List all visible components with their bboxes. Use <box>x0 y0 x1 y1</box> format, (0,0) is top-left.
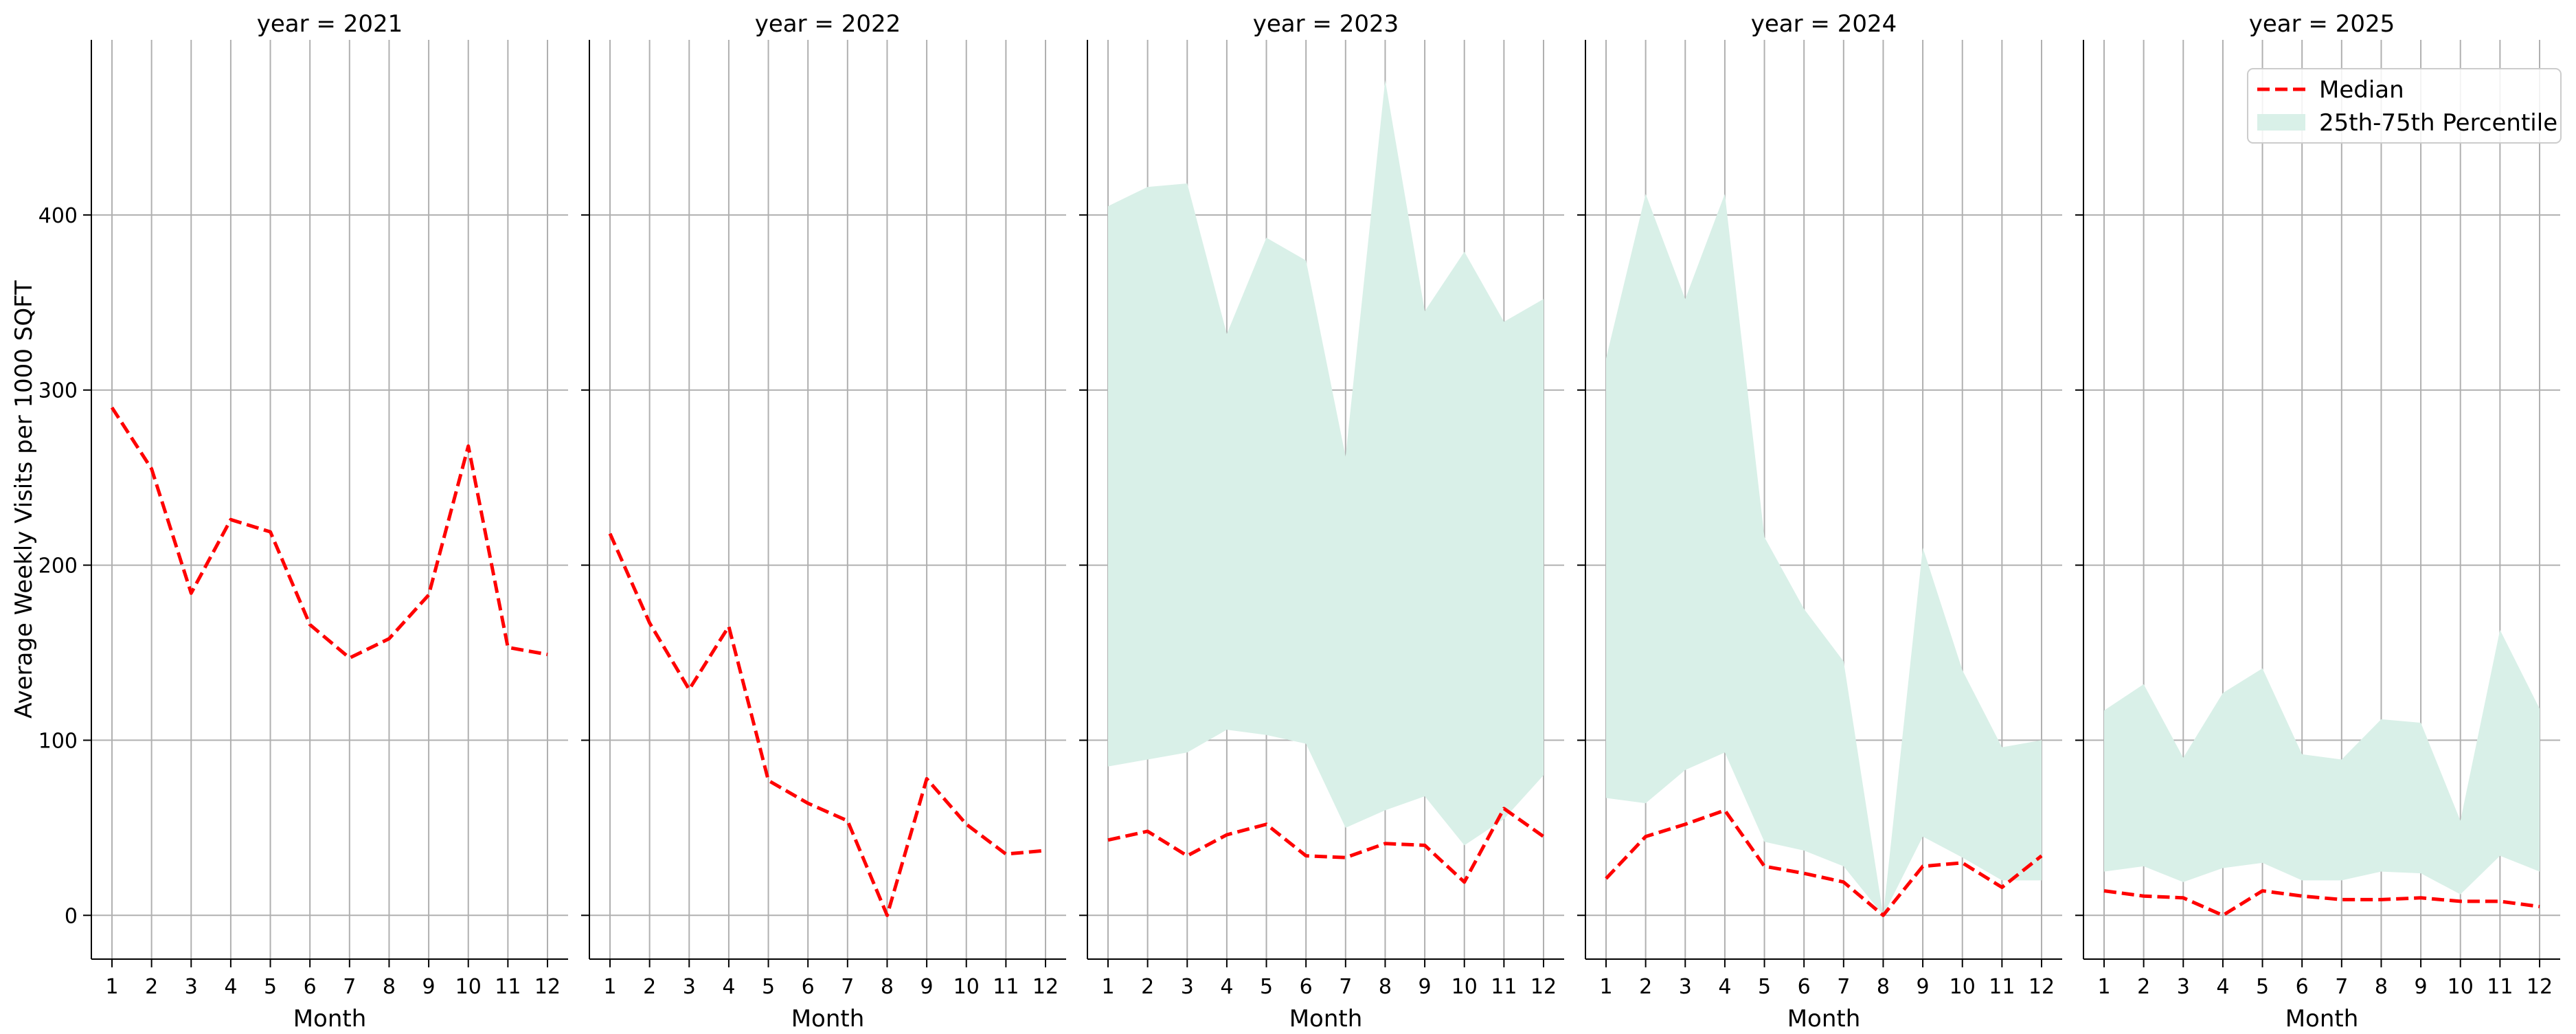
panel-title: year = 2023 <box>1253 10 1399 38</box>
median-line <box>1107 807 1545 884</box>
x-tick-label: 11 <box>993 975 1019 999</box>
median-line <box>608 532 1046 917</box>
x-axis-title: Month <box>2285 1005 2359 1031</box>
x-tick-label: 10 <box>1451 975 1478 999</box>
x-tick-label: 1 <box>1101 975 1114 999</box>
x-tick-label: 4 <box>2216 975 2229 999</box>
x-tick-label: 9 <box>2415 975 2428 999</box>
x-tick-label: 8 <box>383 975 396 999</box>
panel-title: year = 2021 <box>257 10 403 38</box>
x-tick-label: 6 <box>802 975 815 999</box>
panel-title: year = 2022 <box>755 10 901 38</box>
x-tick-label: 5 <box>1260 975 1273 999</box>
x-tick-label: 4 <box>1220 975 1233 999</box>
x-tick-label: 1 <box>1599 975 1612 999</box>
x-tick-label: 5 <box>1758 975 1771 999</box>
x-tick-label: 3 <box>2177 975 2190 999</box>
x-tick-label: 5 <box>762 975 775 999</box>
x-tick-label: 7 <box>2335 975 2348 999</box>
percentile-band <box>1108 80 1544 846</box>
x-tick-label: 2 <box>643 975 656 999</box>
x-tick-label: 7 <box>343 975 356 999</box>
percentile-band <box>2104 629 2540 895</box>
y-tick-label: 200 <box>38 554 78 578</box>
x-tick-label: 2 <box>145 975 158 999</box>
x-tick-label: 7 <box>1339 975 1352 999</box>
x-tick-label: 5 <box>264 975 277 999</box>
x-tick-label: 6 <box>1300 975 1313 999</box>
x-tick-label: 10 <box>455 975 482 999</box>
x-tick-label: 5 <box>2256 975 2269 999</box>
x-tick-label: 6 <box>1798 975 1811 999</box>
panel-title: year = 2024 <box>1751 10 1897 38</box>
x-tick-label: 10 <box>1950 975 1976 999</box>
legend-band-label: 25th-75th Percentile <box>2319 109 2557 137</box>
y-tick-label: 400 <box>38 204 78 228</box>
x-axis-title: Month <box>791 1005 865 1031</box>
x-tick-label: 3 <box>1181 975 1194 999</box>
x-tick-label: 8 <box>1877 975 1890 999</box>
median-line <box>2103 889 2540 917</box>
x-tick-label: 7 <box>841 975 854 999</box>
x-tick-label: 6 <box>304 975 317 999</box>
y-axis-title: Average Weekly Visits per 1000 SQFT <box>10 280 38 719</box>
panel-title: year = 2025 <box>2249 10 2395 38</box>
x-tick-label: 1 <box>2097 975 2110 999</box>
x-tick-label: 8 <box>881 975 894 999</box>
x-tick-label: 4 <box>722 975 735 999</box>
x-tick-label: 8 <box>2375 975 2388 999</box>
x-tick-label: 10 <box>2448 975 2474 999</box>
x-tick-label: 12 <box>1530 975 1557 999</box>
x-tick-label: 9 <box>920 975 934 999</box>
x-tick-label: 9 <box>422 975 436 999</box>
x-tick-label: 1 <box>603 975 616 999</box>
y-tick-label: 0 <box>65 904 78 928</box>
x-tick-label: 12 <box>2029 975 2055 999</box>
percentile-band <box>1606 194 2042 916</box>
x-tick-label: 3 <box>683 975 696 999</box>
x-axis-title: Month <box>293 1005 367 1031</box>
x-tick-label: 7 <box>1837 975 1850 999</box>
legend-box <box>2247 68 2562 144</box>
x-tick-label: 9 <box>1917 975 1930 999</box>
x-tick-label: 4 <box>1718 975 1731 999</box>
x-tick-label: 3 <box>1679 975 1692 999</box>
legend-median-label: Median <box>2319 76 2404 104</box>
x-tick-label: 11 <box>1989 975 2015 999</box>
x-tick-label: 12 <box>534 975 561 999</box>
x-tick-label: 3 <box>185 975 198 999</box>
x-tick-label: 11 <box>1491 975 1517 999</box>
median-line <box>1605 808 2043 917</box>
x-tick-label: 6 <box>2296 975 2309 999</box>
x-tick-label: 9 <box>1419 975 1432 999</box>
x-tick-label: 4 <box>224 975 237 999</box>
x-tick-label: 2 <box>1141 975 1154 999</box>
x-tick-label: 2 <box>2137 975 2150 999</box>
median-line <box>110 406 548 660</box>
x-tick-label: 8 <box>1379 975 1392 999</box>
x-axis-title: Month <box>1289 1005 1363 1031</box>
x-tick-label: 12 <box>2527 975 2553 999</box>
x-tick-label: 1 <box>105 975 118 999</box>
x-tick-label: 11 <box>495 975 521 999</box>
y-tick-label: 300 <box>38 379 78 403</box>
y-tick-label: 100 <box>38 729 78 753</box>
x-tick-label: 11 <box>2487 975 2513 999</box>
x-tick-label: 12 <box>1032 975 1059 999</box>
x-tick-label: 2 <box>1639 975 1652 999</box>
legend-band-swatch <box>2257 114 2305 131</box>
x-axis-title: Month <box>1787 1005 1861 1031</box>
x-tick-label: 10 <box>953 975 980 999</box>
